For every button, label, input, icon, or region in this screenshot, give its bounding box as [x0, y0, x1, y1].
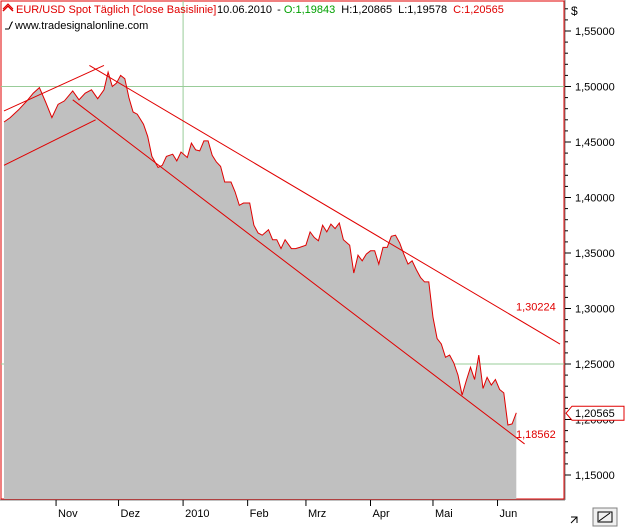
x-tick-label: Mrz [308, 508, 326, 520]
zoom-icon [597, 511, 613, 523]
x-tick-label: 2010 [185, 508, 209, 520]
y-tick-label: 1,55000 [575, 26, 615, 38]
watermark-icon [5, 21, 13, 30]
quote-sep: - [277, 4, 281, 16]
quote-close: C:1,20565 [453, 4, 504, 16]
x-tick-label: Mai [435, 508, 453, 520]
y-axis-panel [565, 0, 626, 532]
last-value-label: 1,20565 [575, 408, 615, 420]
trend-line-2 [3, 119, 96, 166]
trend-line-label: 1,30224 [516, 301, 556, 313]
trend-line-3 [89, 64, 561, 345]
y-tick-label: 1,30000 [575, 304, 615, 316]
trend-line-label: 1,18562 [516, 429, 556, 441]
currency-symbol: $ [571, 4, 578, 18]
trend-line-4 [72, 99, 525, 445]
y-tick-label: 1,50000 [575, 82, 615, 94]
trend-lines: 1,30224 1,18562 [3, 64, 561, 445]
y-tick-label: 1,35000 [575, 248, 615, 260]
watermark-url: www.tradesignalonline.com [14, 20, 148, 32]
x-tick-label: Jun [500, 508, 518, 520]
price-area-fill [4, 72, 517, 499]
x-tick-label: Feb [250, 508, 269, 520]
y-tick-label: 1,45000 [575, 137, 615, 149]
axis-corner-icon[interactable] [570, 516, 578, 524]
chart-options-button[interactable] [592, 507, 618, 527]
x-tick-label: Dez [121, 508, 141, 520]
x-axis-panel [0, 500, 565, 532]
y-tick-label: 1,25000 [575, 359, 615, 371]
last-value-box [565, 405, 625, 421]
x-axis-ticks: Nov Dez 2010 Feb Mrz Apr Mai Jun [55, 500, 518, 520]
instrument-title[interactable]: EUR/USD Spot Täglich [Close Basislinie] [16, 4, 216, 16]
quote-low: L:1,19578 [398, 4, 447, 16]
y-tick-label: 1,40000 [575, 193, 615, 205]
last-value-tag: 1,20565 [565, 405, 625, 421]
trend-line-1 [3, 64, 105, 112]
quote-open: O:1,19843 [284, 4, 335, 16]
chart-header: EUR/USD Spot Täglich [Close Basislinie] … [2, 3, 504, 32]
instrument-menu-icon[interactable] [2, 3, 14, 12]
x-tick-label: Apr [373, 508, 390, 520]
quote-high: H:1,20865 [341, 4, 392, 16]
y-tick-label: 1,15000 [575, 470, 615, 482]
ohlc-date: 10.06.2010 - O:1,19843 H:1,20865 L:1,195… [217, 4, 504, 16]
x-tick-label: Nov [58, 508, 78, 520]
quote-date: 10.06.2010 [217, 4, 272, 16]
